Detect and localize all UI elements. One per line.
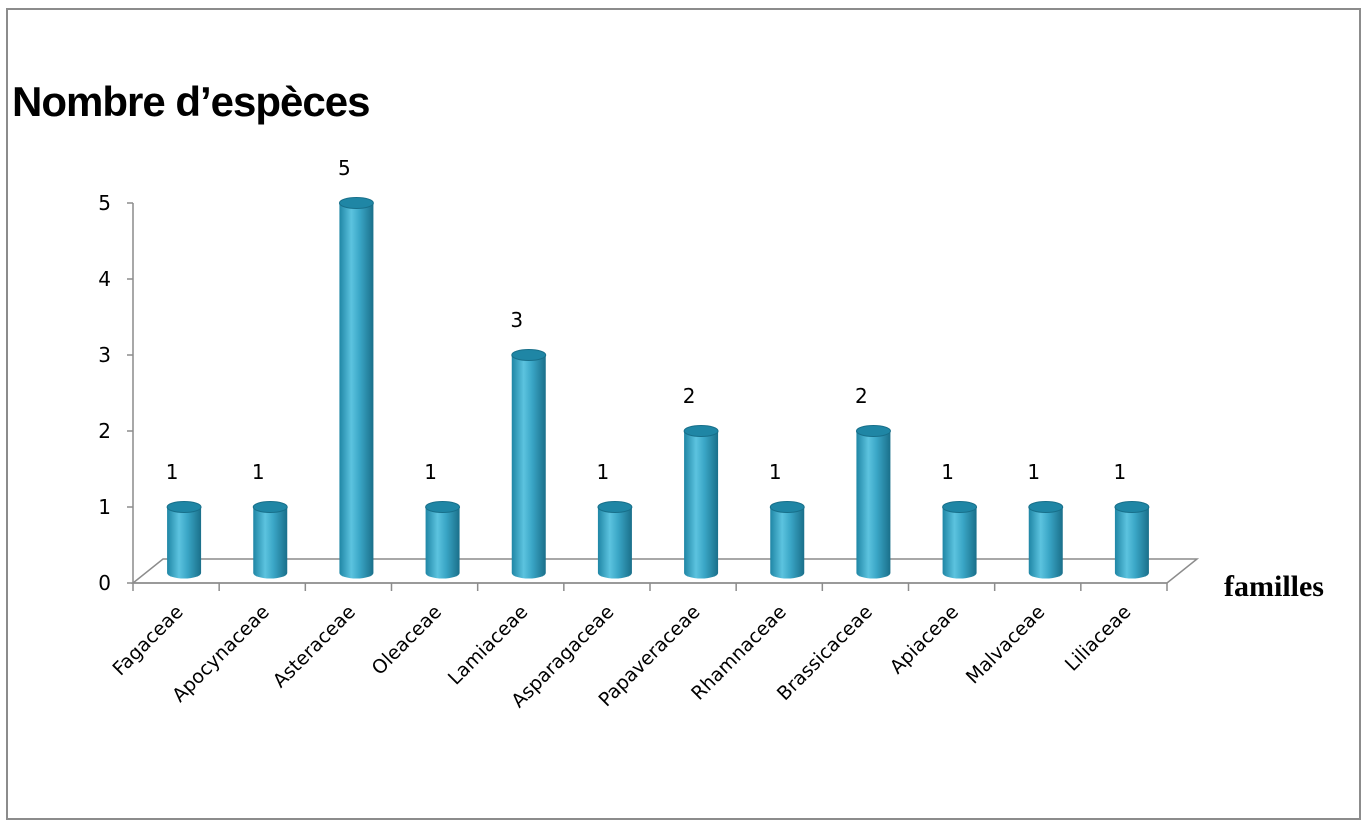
x-tick-label: Apiaceae bbox=[886, 601, 963, 678]
bar-body bbox=[253, 507, 288, 579]
bar-top bbox=[166, 501, 202, 513]
bar-top bbox=[425, 501, 461, 513]
bar-body bbox=[942, 507, 977, 579]
bar-body bbox=[684, 431, 719, 579]
x-tick-label: Malvaceae bbox=[962, 601, 1049, 688]
bar-body bbox=[597, 507, 632, 579]
axes bbox=[127, 202, 1200, 591]
bar-body bbox=[425, 507, 460, 579]
bar-body bbox=[511, 355, 546, 579]
bar-body bbox=[1028, 507, 1063, 579]
y-tick-label: 3 bbox=[98, 343, 111, 367]
y-tick-label: 1 bbox=[98, 495, 111, 519]
x-axis-title: familles bbox=[1224, 570, 1324, 603]
bar-body bbox=[1114, 507, 1149, 579]
data-label: 5 bbox=[338, 156, 351, 180]
bar bbox=[252, 501, 288, 579]
bar-top bbox=[942, 501, 978, 513]
x-tick-label: Asteraceae bbox=[269, 601, 360, 692]
data-label: 1 bbox=[166, 460, 179, 484]
bar bbox=[1114, 501, 1150, 579]
bar-top bbox=[855, 425, 891, 437]
bar bbox=[425, 501, 461, 579]
chart-frame bbox=[6, 8, 1361, 820]
bar-body bbox=[856, 431, 891, 579]
y-tick-label: 4 bbox=[98, 267, 111, 291]
bar-top bbox=[1028, 501, 1064, 513]
x-tick-label: Lamiaceae bbox=[444, 601, 532, 689]
x-tick-label: Liliaceae bbox=[1061, 601, 1136, 676]
bar bbox=[511, 349, 547, 579]
x-tick-label: Oleaceae bbox=[368, 601, 447, 680]
data-label: 1 bbox=[1027, 460, 1040, 484]
bar bbox=[769, 501, 805, 579]
bar-top bbox=[252, 501, 288, 513]
labels-group: 0123451Fagaceae1Apocynaceae5Asteraceae1O… bbox=[98, 156, 1135, 712]
bar-body bbox=[770, 507, 805, 579]
bar bbox=[1028, 501, 1064, 579]
bar-body bbox=[167, 507, 202, 579]
data-label: 1 bbox=[769, 460, 782, 484]
bar bbox=[855, 425, 891, 579]
data-label: 2 bbox=[683, 384, 696, 408]
y-tick-label: 5 bbox=[98, 191, 111, 215]
bar-body bbox=[339, 203, 374, 579]
x-tick-label: Fagaceae bbox=[108, 601, 187, 680]
bar bbox=[166, 501, 202, 579]
bar bbox=[338, 197, 374, 579]
bar-top bbox=[1114, 501, 1150, 513]
bar-top bbox=[683, 425, 719, 437]
bar bbox=[597, 501, 633, 579]
y-tick-label: 2 bbox=[98, 419, 111, 443]
y-tick-label: 0 bbox=[98, 571, 111, 595]
bar-top bbox=[769, 501, 805, 513]
data-label: 1 bbox=[252, 460, 265, 484]
bar bbox=[942, 501, 978, 579]
bar-top bbox=[597, 501, 633, 513]
data-label: 2 bbox=[855, 384, 868, 408]
data-label: 1 bbox=[424, 460, 437, 484]
data-label: 3 bbox=[510, 308, 523, 332]
data-label: 1 bbox=[941, 460, 954, 484]
data-label: 1 bbox=[597, 460, 610, 484]
bar-top bbox=[511, 349, 547, 361]
bars-group bbox=[166, 197, 1150, 579]
y-axis-title: Nombre d’espèces bbox=[12, 78, 370, 125]
bar bbox=[683, 425, 719, 579]
data-label: 1 bbox=[1114, 460, 1127, 484]
bar-top bbox=[338, 197, 374, 209]
